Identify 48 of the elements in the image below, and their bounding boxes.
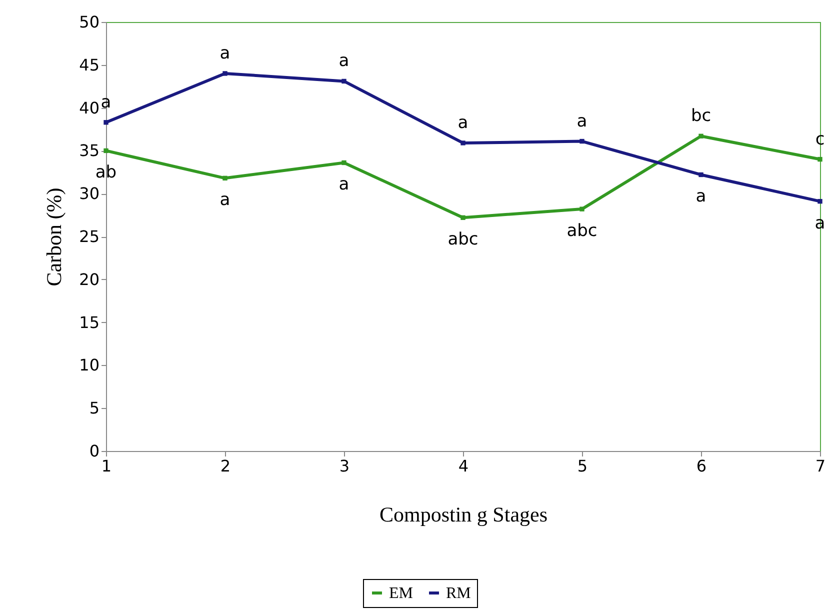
y-tick-label: 40: [79, 98, 100, 118]
point: [818, 156, 822, 162]
point: [460, 215, 466, 220]
annotation: abc: [448, 230, 478, 250]
y-tick-label: 10: [79, 356, 100, 375]
y-tick-label: 30: [79, 184, 100, 204]
annotation: a: [338, 174, 350, 195]
point: [222, 176, 228, 180]
annotation: a: [696, 186, 706, 207]
point: [342, 160, 346, 166]
x-tick-label: 1: [101, 456, 112, 476]
y-tick-label: 45: [79, 55, 100, 74]
y-tick-label: 20: [79, 270, 100, 289]
annotation: a: [220, 190, 230, 210]
annotation: a: [458, 112, 468, 133]
annotation: ab: [95, 162, 117, 183]
annotation: a: [100, 92, 112, 112]
x-tick-label: 7: [815, 456, 826, 476]
y-tick-label: 50: [79, 12, 100, 32]
y-tick-label: 25: [79, 227, 100, 246]
point: [104, 148, 108, 154]
point: [342, 78, 346, 84]
legend-label: EM: [389, 585, 413, 602]
y-tick-label: 35: [79, 141, 100, 160]
annotation: a: [338, 51, 350, 72]
x-tick-label: 3: [339, 456, 350, 476]
x-tick-label: 6: [696, 456, 707, 476]
point: [222, 71, 228, 76]
x-tick-label: 4: [458, 456, 469, 476]
point: [580, 206, 584, 212]
point: [698, 134, 704, 138]
y-tick-label: 0: [89, 442, 100, 460]
annotation: a: [576, 111, 588, 132]
x-tick-label: 2: [220, 456, 231, 476]
annotation: bc: [690, 106, 712, 126]
x-tick-label: 5: [577, 456, 588, 476]
x-axis-title: Compostin g Stages: [379, 502, 548, 526]
annotation: a: [220, 43, 230, 64]
point: [580, 138, 584, 144]
y-tick-label: 5: [89, 398, 100, 418]
y-tick-label: 15: [79, 312, 100, 332]
point: [818, 198, 822, 204]
legend-label: RM: [446, 585, 471, 602]
point: [698, 172, 704, 178]
y-axis-title: Carbon (%): [42, 188, 66, 286]
annotation: abc: [566, 221, 598, 242]
point: [104, 120, 108, 125]
point: [460, 140, 466, 146]
